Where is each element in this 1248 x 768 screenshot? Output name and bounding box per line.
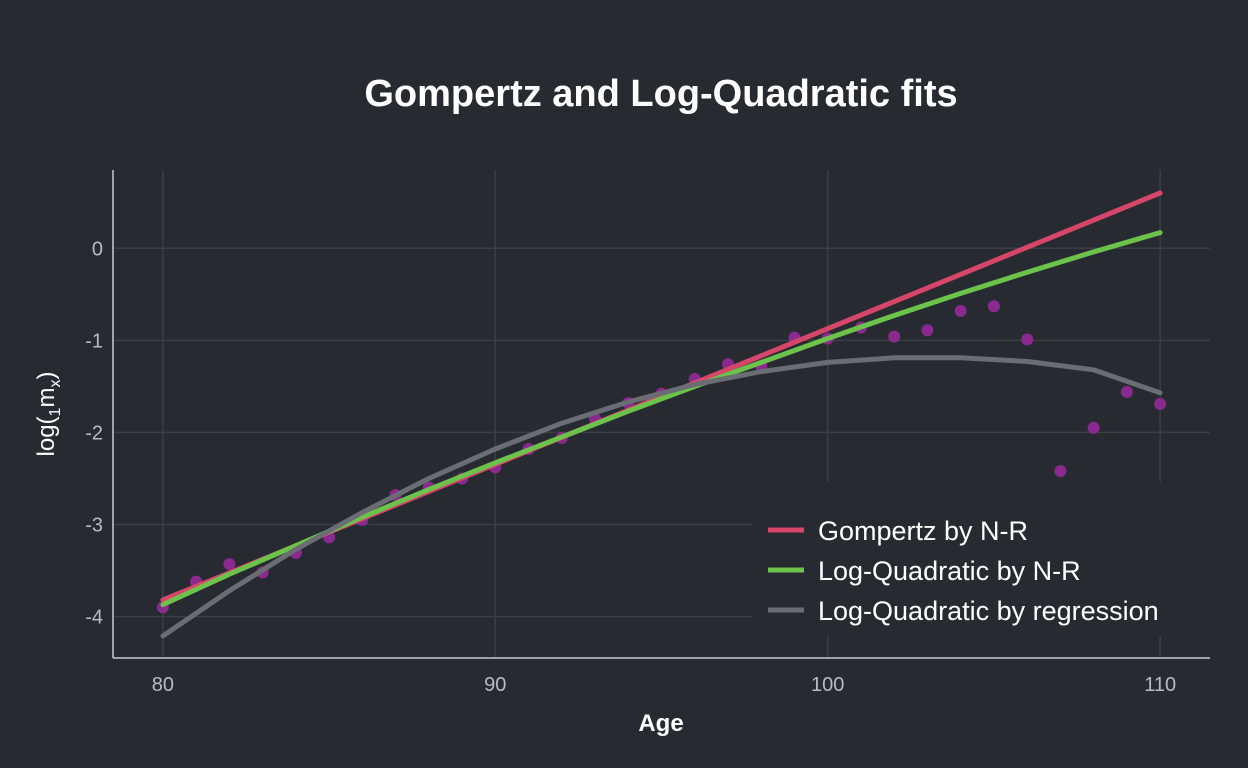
y-axis-title-sub1: 1 bbox=[47, 407, 64, 416]
x-tick-labels: 80 90 100 110 bbox=[152, 674, 1176, 696]
data-point bbox=[987, 300, 1000, 313]
data-point bbox=[1021, 333, 1034, 346]
y-tick-label: 0 bbox=[92, 238, 103, 260]
data-point bbox=[223, 558, 236, 571]
legend-label-1: Gompertz by N-R bbox=[818, 516, 1028, 546]
legend-label-2: Log-Quadratic by N-R bbox=[818, 556, 1081, 586]
chart-title: Gompertz and Log-Quadratic fits bbox=[364, 73, 957, 115]
x-tick-label: 90 bbox=[484, 674, 506, 696]
series-line-3 bbox=[160, 355, 1163, 639]
x-axis-title: Age bbox=[638, 710, 683, 737]
legend-label-3: Log-Quadratic by regression bbox=[818, 596, 1159, 626]
data-point bbox=[888, 330, 901, 343]
data-point bbox=[1120, 385, 1133, 398]
data-point bbox=[954, 304, 967, 317]
y-axis-title-close: ) bbox=[33, 372, 60, 380]
y-tick-label: -2 bbox=[85, 422, 103, 444]
legend-background bbox=[752, 482, 1222, 636]
data-point bbox=[1054, 465, 1067, 478]
y-axis-title-subx: x bbox=[47, 380, 64, 388]
y-tick-label: -3 bbox=[85, 514, 103, 536]
y-tick-label: -1 bbox=[85, 330, 103, 352]
y-tick-labels: -4 -3 -2 -1 0 bbox=[85, 238, 103, 628]
data-point bbox=[1087, 421, 1100, 434]
y-tick-label: -4 bbox=[85, 607, 103, 629]
x-tick-label: 110 bbox=[1144, 674, 1176, 696]
y-axis-title-open: log( bbox=[33, 416, 60, 456]
data-point bbox=[921, 324, 934, 337]
x-tick-label: 100 bbox=[811, 674, 844, 696]
data-point bbox=[1154, 397, 1167, 410]
x-tick-label: 80 bbox=[152, 674, 174, 696]
y-axis-title-m: m bbox=[33, 388, 60, 408]
legend: Gompertz by N-R Log-Quadratic by N-R Log-Q… bbox=[752, 482, 1222, 636]
y-axis-title: log(1mx) bbox=[33, 372, 64, 457]
fit-lines bbox=[160, 190, 1163, 639]
